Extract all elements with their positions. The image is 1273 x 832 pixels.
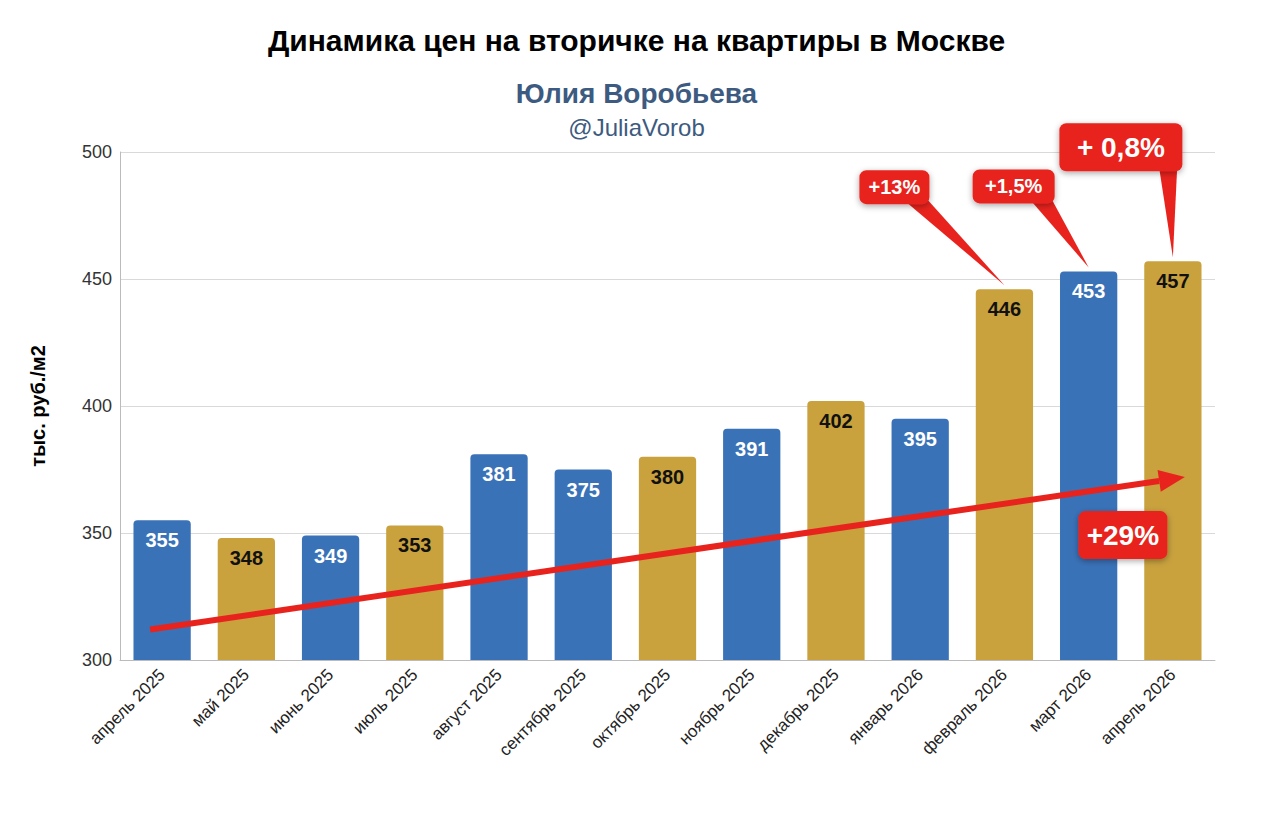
svg-text:348: 348 bbox=[230, 547, 263, 569]
svg-text:+29%: +29% bbox=[1087, 520, 1159, 551]
svg-text:350: 350 bbox=[82, 523, 112, 543]
svg-text:апрель 2025: апрель 2025 bbox=[86, 665, 169, 748]
svg-text:+13%: +13% bbox=[869, 176, 921, 198]
svg-text:октябрь 2025: октябрь 2025 bbox=[587, 665, 674, 752]
svg-text:355: 355 bbox=[145, 529, 178, 551]
svg-text:декабрь 2025: декабрь 2025 bbox=[753, 665, 842, 754]
svg-text:395: 395 bbox=[904, 428, 937, 450]
svg-text:402: 402 bbox=[819, 410, 852, 432]
svg-text:март 2026: март 2026 bbox=[1025, 665, 1095, 735]
svg-text:446: 446 bbox=[988, 298, 1021, 320]
svg-text:май 2025: май 2025 bbox=[188, 665, 253, 730]
svg-text:август 2025: август 2025 bbox=[427, 665, 505, 743]
svg-text:391: 391 bbox=[735, 438, 768, 460]
svg-text:сентябрь 2025: сентябрь 2025 bbox=[495, 665, 590, 760]
svg-text:349: 349 bbox=[314, 545, 347, 567]
svg-text:ноябрь 2025: ноябрь 2025 bbox=[675, 665, 758, 748]
svg-text:+1,5%: +1,5% bbox=[985, 175, 1042, 197]
svg-text:457: 457 bbox=[1156, 270, 1189, 292]
svg-text:Юлия Воробьева: Юлия Воробьева bbox=[516, 78, 758, 109]
svg-text:тыс. руб./м2: тыс. руб./м2 bbox=[27, 345, 49, 467]
svg-text:Динамика цен на вторичке на кв: Динамика цен на вторичке на квартиры в М… bbox=[268, 24, 1005, 57]
svg-text:июнь 2025: июнь 2025 bbox=[265, 665, 337, 737]
svg-text:381: 381 bbox=[482, 463, 515, 485]
svg-text:400: 400 bbox=[82, 396, 112, 416]
svg-text:январь 2026: январь 2026 bbox=[844, 665, 926, 747]
svg-text:450: 450 bbox=[82, 269, 112, 289]
svg-text:353: 353 bbox=[398, 534, 431, 556]
svg-text:февраль 2026: февраль 2026 bbox=[918, 665, 1011, 758]
svg-text:@JuliaVorob: @JuliaVorob bbox=[568, 114, 704, 141]
svg-text:300: 300 bbox=[82, 650, 112, 670]
svg-text:380: 380 bbox=[651, 466, 684, 488]
svg-text:апрель 2026: апрель 2026 bbox=[1097, 665, 1180, 748]
svg-text:июль 2025: июль 2025 bbox=[349, 665, 421, 737]
svg-text:375: 375 bbox=[567, 479, 600, 501]
svg-text:500: 500 bbox=[82, 142, 112, 162]
svg-text:453: 453 bbox=[1072, 280, 1105, 302]
svg-text:+ 0,8%: + 0,8% bbox=[1077, 132, 1165, 163]
